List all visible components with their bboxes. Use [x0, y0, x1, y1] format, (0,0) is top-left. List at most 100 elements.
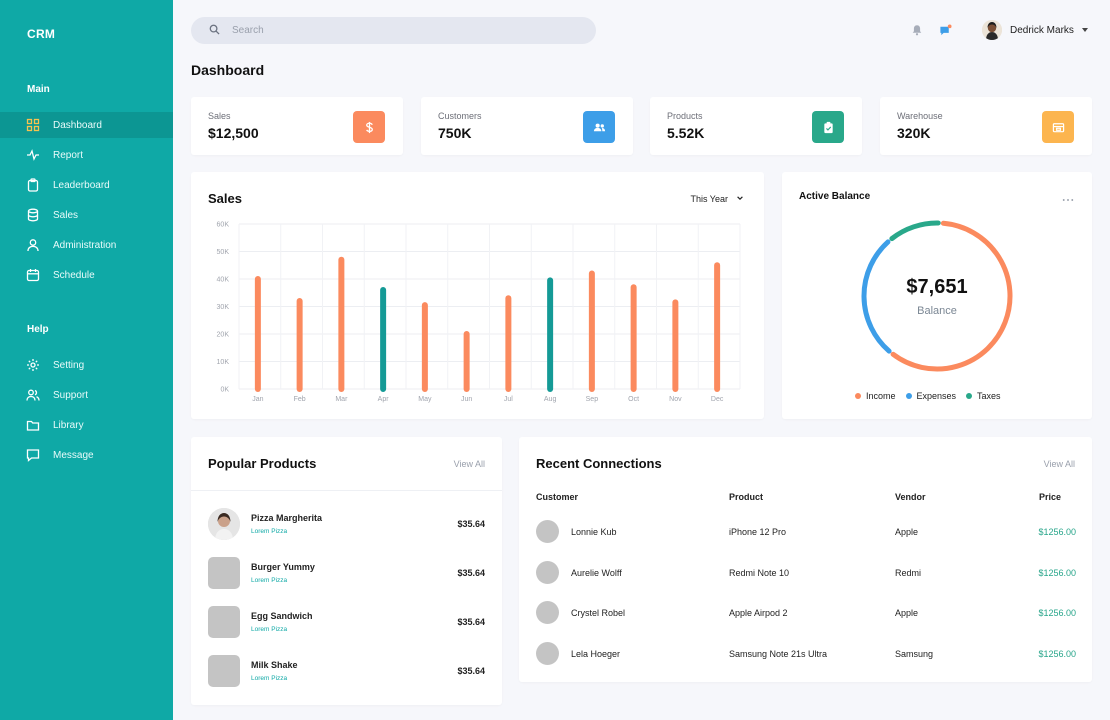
- list-item[interactable]: Pizza Margherita Lorem Pizza $35.64: [208, 508, 485, 542]
- price-value: $1256.00: [1038, 527, 1076, 537]
- vendor-name: Samsung: [895, 649, 934, 659]
- gear-icon: [26, 358, 40, 372]
- user-menu[interactable]: Dedrick Marks: [982, 20, 1088, 40]
- legend-dot: [905, 393, 912, 399]
- vendor-name: Apple: [895, 527, 919, 537]
- sidebar-item-dashboard[interactable]: Dashboard: [0, 112, 173, 138]
- stat-label: Products: [667, 111, 703, 121]
- chat-notification-icon[interactable]: [938, 23, 952, 37]
- sidebar-item-setting[interactable]: Setting: [0, 352, 173, 378]
- sidebar-item-leaderboard[interactable]: Leaderboard: [0, 172, 173, 198]
- column-header-product[interactable]: Product: [729, 492, 764, 502]
- stat-card-products: Products 5.52K: [650, 97, 862, 155]
- y-tick-label: 40K: [217, 277, 230, 284]
- stat-card-sales: Sales $12,500: [191, 97, 403, 155]
- balance-amount: $7,651: [906, 276, 968, 298]
- sidebar-item-report[interactable]: Report: [0, 142, 173, 168]
- list-item[interactable]: Egg Sandwich Lorem Pizza $35.64: [208, 606, 485, 640]
- y-tick-label: 0K: [220, 387, 229, 394]
- x-tick-label: Nov: [669, 396, 682, 403]
- product-subtitle: Lorem Pizza: [251, 626, 288, 633]
- customer-name: Crystel Robel: [571, 608, 626, 618]
- bell-icon[interactable]: [910, 23, 924, 37]
- price-value: $1256.00: [1038, 568, 1076, 578]
- list-item[interactable]: Burger Yummy Lorem Pizza $35.64: [208, 557, 485, 591]
- product-name: Apple Airpod 2: [729, 608, 788, 618]
- table-row[interactable]: Lela Hoeger Samsung Note 21s Ultra Samsu…: [536, 642, 1076, 666]
- x-tick-label: Jun: [461, 396, 472, 403]
- product-name: Milk Shake: [251, 660, 298, 670]
- sidebar-item-label: Sales: [53, 209, 79, 221]
- x-tick-label: May: [418, 396, 432, 403]
- product-image: [208, 557, 240, 589]
- more-icon[interactable]: [1062, 190, 1074, 208]
- page-title: Dashboard: [191, 62, 265, 78]
- sidebar-item-library[interactable]: Library: [0, 412, 173, 438]
- stat-card-warehouse: Warehouse 320K: [880, 97, 1092, 155]
- sidebar-item-support[interactable]: Support: [0, 382, 173, 408]
- product-subtitle: Lorem Pizza: [251, 675, 288, 682]
- legend-dot: [855, 393, 861, 399]
- table-row[interactable]: Lonnie Kub iPhone 12 Pro Apple $1256.00: [536, 520, 1076, 544]
- column-header-price[interactable]: Price: [1039, 492, 1062, 502]
- active-balance-card: Active Balance $7,651 Balance: [782, 172, 1092, 419]
- sidebar-item-label: Leaderboard: [53, 179, 110, 191]
- sidebar-item-administration[interactable]: Administration: [0, 232, 173, 258]
- grid-icon: [26, 118, 40, 132]
- search-bar[interactable]: [191, 17, 596, 44]
- sidebar-item-label: Report: [53, 149, 84, 161]
- vendor-name: Redmi: [895, 568, 922, 578]
- balance-donut-chart: [861, 220, 1013, 372]
- sidebar-item-label: Dashboard: [53, 119, 102, 131]
- x-tick-label: Jul: [504, 396, 513, 403]
- warehouse-icon[interactable]: [1042, 111, 1074, 143]
- dollar-icon[interactable]: [353, 111, 385, 143]
- divider: [191, 490, 502, 491]
- avatar: [982, 20, 1002, 40]
- product-name: Burger Yummy: [251, 562, 315, 572]
- customer-name: Lela Hoeger: [571, 649, 621, 659]
- avatar: [536, 520, 559, 543]
- y-tick-label: 50K: [217, 249, 230, 256]
- sidebar-item-label: Setting: [53, 359, 85, 371]
- pulse-icon: [26, 148, 40, 162]
- stat-value: $12,500: [208, 125, 259, 141]
- search-input[interactable]: [232, 25, 572, 36]
- sidebar-item-label: Schedule: [53, 269, 95, 281]
- sidebar-item-message[interactable]: Message: [0, 442, 173, 468]
- product-subtitle: Lorem Pizza: [251, 528, 288, 535]
- vendor-name: Apple: [895, 608, 919, 618]
- y-tick-label: 20K: [217, 332, 230, 339]
- y-tick-label: 60K: [217, 222, 230, 229]
- table-row[interactable]: Aurelie Wolff Redmi Note 10 Redmi $1256.…: [536, 561, 1076, 585]
- clipboard-icon[interactable]: [812, 111, 844, 143]
- legend-dot: [966, 393, 973, 399]
- products-view-all-link[interactable]: View All: [453, 459, 485, 469]
- column-header-customer[interactable]: Customer: [536, 492, 579, 502]
- product-price: $35.64: [457, 666, 485, 676]
- balance-card-title: Active Balance: [799, 191, 871, 202]
- sidebar-item-schedule[interactable]: Schedule: [0, 262, 173, 288]
- brand-logo[interactable]: CRM: [27, 27, 56, 41]
- connections-view-all-link[interactable]: View All: [1043, 459, 1075, 469]
- x-tick-label: Oct: [628, 396, 639, 403]
- product-subtitle: Lorem Pizza: [251, 577, 288, 584]
- sidebar-item-sales[interactable]: Sales: [0, 202, 173, 228]
- product-name: Samsung Note 21s Ultra: [729, 649, 828, 659]
- stat-label: Sales: [208, 111, 231, 121]
- stat-value: 750K: [438, 125, 472, 141]
- y-tick-label: 10K: [217, 359, 230, 366]
- donut-segment-taxes: [889, 220, 941, 242]
- product-name: Redmi Note 10: [729, 568, 790, 578]
- column-header-vendor[interactable]: Vendor: [895, 492, 926, 502]
- list-item[interactable]: Milk Shake Lorem Pizza $35.64: [208, 655, 485, 689]
- sidebar-item-label: Library: [53, 419, 84, 431]
- legend-item-income: Income: [855, 391, 896, 401]
- balance-label: Balance: [917, 305, 957, 317]
- period-dropdown[interactable]: This Year: [690, 194, 744, 204]
- table-row[interactable]: Crystel Robel Apple Airpod 2 Apple $1256…: [536, 601, 1076, 625]
- x-tick-label: Dec: [711, 396, 724, 403]
- legend-label: Expenses: [916, 391, 957, 401]
- sidebar-item-label: Administration: [53, 239, 117, 251]
- users-icon[interactable]: [583, 111, 615, 143]
